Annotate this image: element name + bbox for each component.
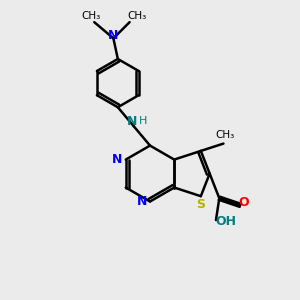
Text: N: N <box>127 116 138 128</box>
Text: N: N <box>136 195 147 208</box>
Text: CH₃: CH₃ <box>82 11 101 21</box>
Text: CH₃: CH₃ <box>127 11 147 21</box>
Text: N: N <box>112 153 123 166</box>
Text: S: S <box>196 198 205 211</box>
Text: O: O <box>238 196 249 209</box>
Text: OH: OH <box>216 215 237 228</box>
Text: CH₃: CH₃ <box>215 130 235 140</box>
Text: H: H <box>139 116 147 125</box>
Text: N: N <box>108 29 118 42</box>
